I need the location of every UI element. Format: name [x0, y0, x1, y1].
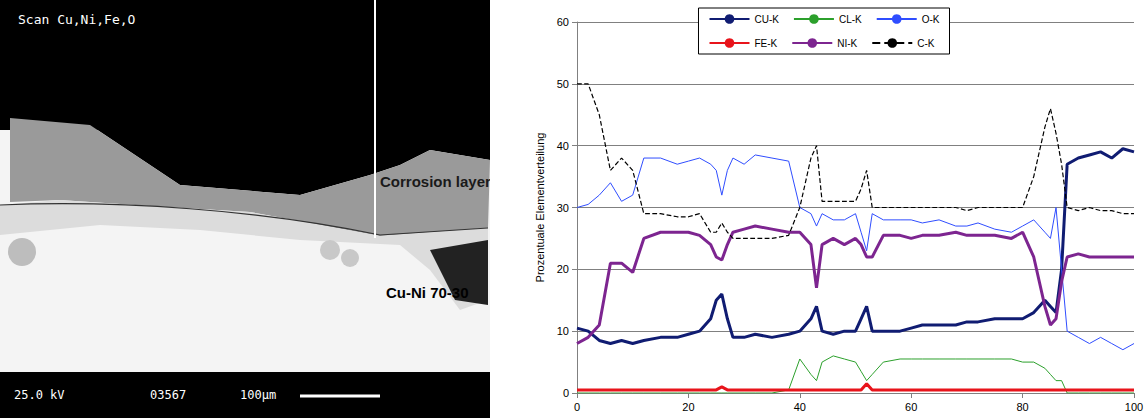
svg-text:0: 0 — [574, 401, 580, 413]
svg-text:60: 60 — [557, 16, 569, 28]
svg-text:25.0 kV: 25.0 kV — [14, 388, 65, 402]
svg-text:Corrosion layer: Corrosion layer — [380, 173, 490, 190]
svg-text:Cu-Ni 70-30: Cu-Ni 70-30 — [386, 284, 469, 301]
svg-text:Scan Cu,Ni,Fe,O: Scan Cu,Ni,Fe,O — [18, 12, 136, 27]
svg-text:60: 60 — [905, 401, 917, 413]
svg-text:30: 30 — [557, 202, 569, 214]
svg-text:0: 0 — [563, 387, 569, 399]
svg-text:03567: 03567 — [150, 388, 186, 402]
svg-text:40: 40 — [794, 401, 806, 413]
svg-text:40: 40 — [557, 140, 569, 152]
svg-text:O-K: O-K — [922, 14, 940, 25]
svg-text:Prozentuale Elementverteilung: Prozentuale Elementverteilung — [534, 133, 546, 283]
svg-text:NI-K: NI-K — [837, 38, 857, 49]
svg-text:20: 20 — [682, 401, 694, 413]
svg-text:50: 50 — [557, 78, 569, 90]
svg-text:C-K: C-K — [917, 38, 935, 49]
svg-text:20: 20 — [557, 263, 569, 275]
svg-text:100µm: 100µm — [240, 388, 276, 402]
svg-text:100: 100 — [1125, 401, 1143, 413]
svg-text:FE-K: FE-K — [754, 38, 777, 49]
svg-text:80: 80 — [1016, 401, 1028, 413]
svg-text:CL-K: CL-K — [839, 14, 862, 25]
svg-text:10: 10 — [557, 325, 569, 337]
svg-text:CU-K: CU-K — [754, 14, 779, 25]
